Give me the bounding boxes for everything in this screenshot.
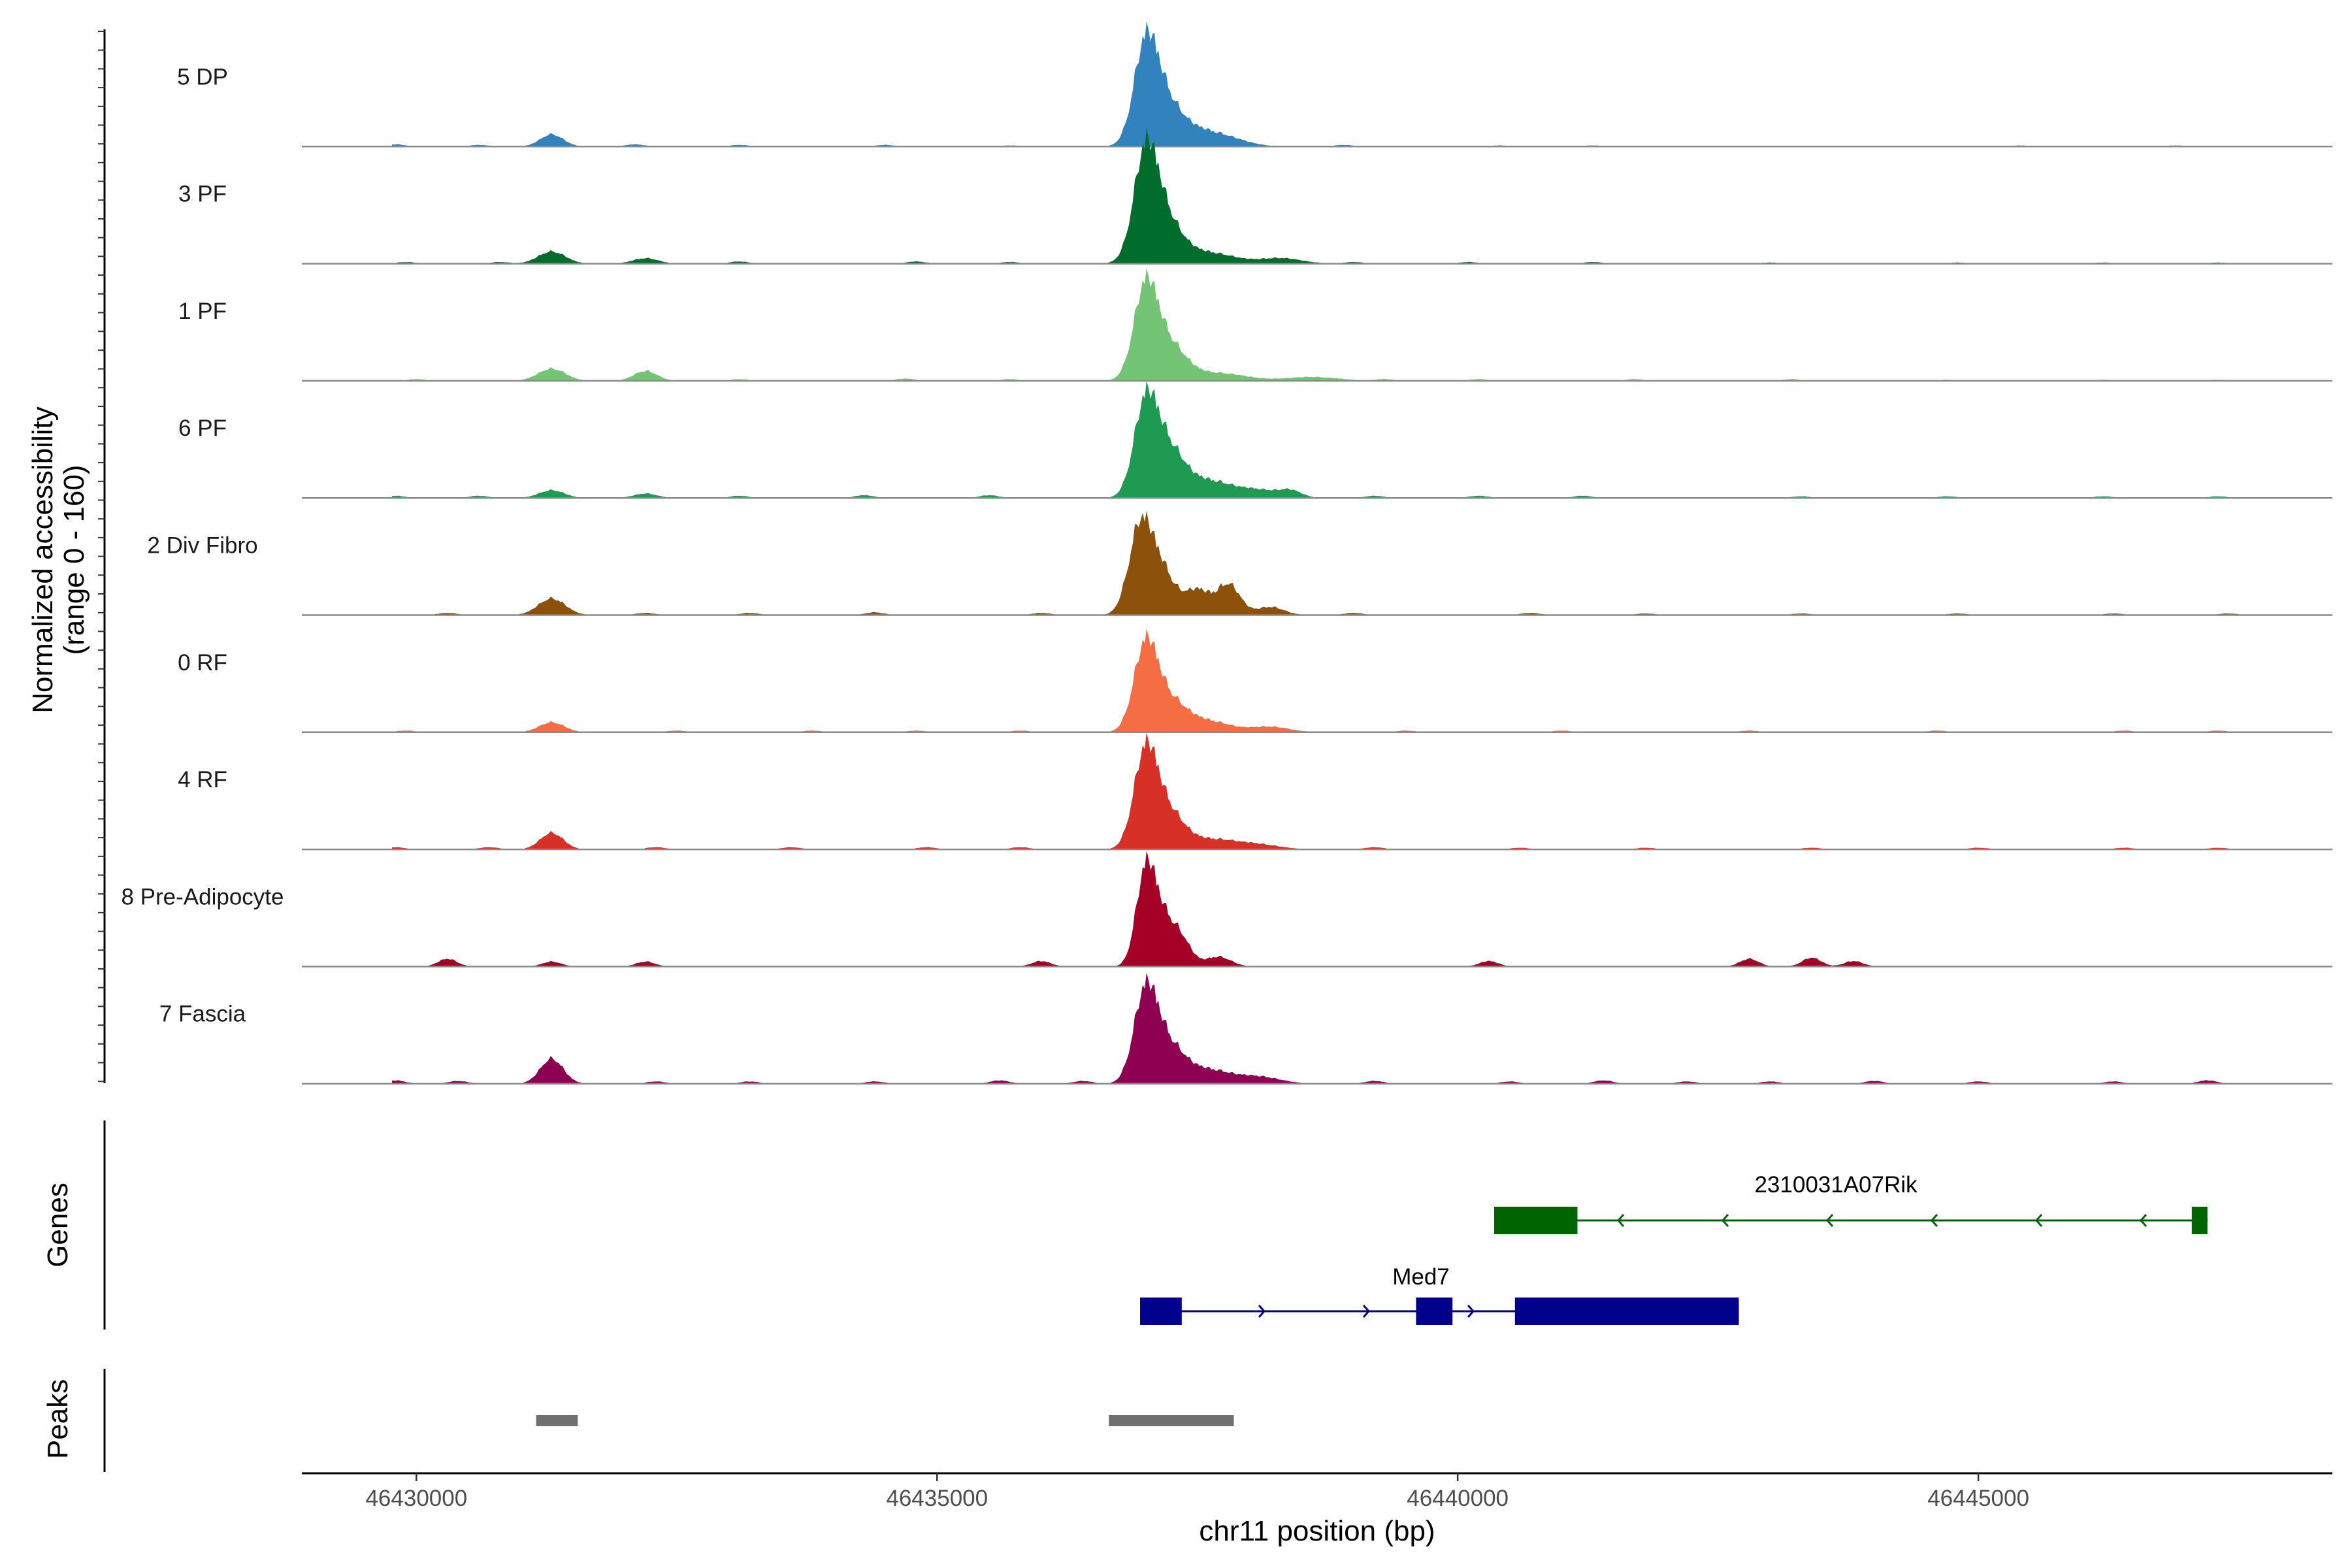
y-axis-range-label: (range 0 - 160) (58, 465, 90, 655)
track-label: 7 Fascia (159, 1002, 246, 1027)
track-label: 2 Div Fibro (147, 533, 257, 559)
gene-exon (1140, 1298, 1182, 1325)
strand-arrow (1825, 1214, 1834, 1227)
strand-arrow (2139, 1214, 2148, 1227)
x-tick-label: 46445000 (1927, 1486, 2029, 1511)
x-axis-title: chr11 position (bp) (1199, 1515, 1435, 1547)
genes-panel: 2310031A07Rik Med7 (103, 1120, 2208, 1330)
y-axis-title: Normalized accessibility (27, 406, 59, 713)
gene-exon (1416, 1298, 1453, 1325)
strand-arrow (1467, 1305, 1475, 1318)
track-1-pf: 1 PF (178, 268, 2332, 382)
peaks-panel (103, 1369, 1234, 1472)
gene-label: 2310031A07Rik (1754, 1172, 1918, 1198)
gene-exon (1494, 1207, 1578, 1234)
strand-arrow (2034, 1214, 2043, 1227)
track-5-dp: 5 DP (177, 21, 2332, 148)
track-label: 3 PF (178, 182, 227, 207)
track-label: 1 PF (178, 299, 227, 324)
x-tick-label: 46430000 (365, 1486, 467, 1511)
x-axis: 46430000 46435000 46440000 46445000 (302, 1472, 2332, 1511)
track-2-div-fibro: 2 Div Fibro (147, 510, 2332, 616)
track-8-pre-adipocyte: 8 Pre-Adipocyte (121, 850, 2332, 968)
gene-label: Med7 (1392, 1264, 1450, 1290)
track-4-rf: 4 RF (178, 732, 2332, 851)
track-label: 4 RF (178, 767, 227, 792)
strand-arrow (1616, 1214, 1625, 1227)
peak-region (536, 1415, 578, 1426)
x-tick-label: 46435000 (886, 1486, 988, 1511)
strand-arrow (1930, 1214, 1938, 1227)
strand-arrow (1362, 1305, 1371, 1318)
coverage-tracks: 5 DP 3 PF 1 PF 6 PF 2 Div Fibro 0 RF 4 RF 8 Pre… (121, 21, 2332, 1085)
track-6-pf: 6 PF (178, 380, 2332, 499)
track-label: 8 Pre-Adipocyte (121, 884, 284, 909)
gene-med7: Med7 (1140, 1264, 1739, 1325)
strand-arrow (1258, 1305, 1266, 1318)
strand-arrow (1721, 1214, 1729, 1227)
track-0-rf: 0 RF (178, 629, 2332, 734)
gene-2310031a07rik: 2310031A07Rik (1494, 1172, 2208, 1234)
track-3-pf: 3 PF (178, 128, 2332, 265)
x-tick-label: 46440000 (1407, 1486, 1509, 1511)
track-label: 6 PF (178, 416, 227, 441)
genes-track-title: Genes (42, 1183, 74, 1267)
peak-region (1109, 1415, 1234, 1426)
track-7-fascia: 7 Fascia (159, 972, 2332, 1085)
gene-exon (2191, 1207, 2208, 1234)
track-label: 5 DP (177, 64, 228, 90)
track-label: 0 RF (178, 650, 227, 676)
gene-exon (1514, 1298, 1739, 1325)
coverage-y-axis (98, 29, 106, 1083)
peaks-track-title: Peaks (42, 1379, 74, 1459)
